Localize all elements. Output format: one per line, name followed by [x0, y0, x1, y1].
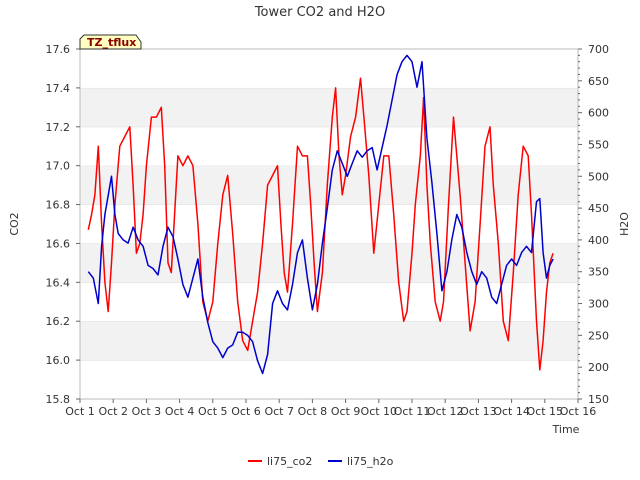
y-right-tick-label: 200 [588, 361, 609, 374]
plot-frame [79, 48, 579, 400]
y-right-tick-label: 500 [588, 170, 609, 183]
series-line-li75_h2o [87, 54, 554, 375]
y-left-tick-label: 16.6 [46, 237, 71, 250]
y-right-tick-label: 450 [588, 202, 609, 215]
x-axis: Oct 1 Oct 2 Oct 3 Oct 4 Oct 5 Oct 6 Oct 7 Oct 8… [65, 399, 596, 418]
y-right-tick-label: 350 [588, 266, 609, 279]
x-tick-label: Oct 5 [198, 405, 228, 418]
series-line-li75_co2 [87, 77, 554, 371]
grid-band [80, 321, 578, 361]
x-tick-label: Oct 12 [427, 405, 464, 418]
site-tag: TZ_tflux [79, 34, 142, 50]
x-tick-label: Oct 10 [361, 405, 398, 418]
y-axis-right: 150 200 250 300 350 400 450 500 550 600 650 700 [578, 43, 609, 406]
grid-band [80, 204, 578, 244]
y-right-tick-label: 650 [588, 75, 609, 88]
y-right-tick-label: 550 [588, 138, 609, 151]
x-axis-label: Time [552, 423, 580, 436]
grid-band [80, 360, 578, 399]
y-right-tick-label: 700 [588, 43, 609, 56]
grid-band [80, 49, 578, 88]
y-right-tick-label: 150 [588, 393, 609, 406]
x-tick-label: Oct 14 [493, 405, 530, 418]
x-tick-label: Oct 9 [331, 405, 361, 418]
site-tag-box [79, 34, 142, 50]
x-tick-label: Oct 7 [264, 405, 294, 418]
y-left-tick-label: 17.2 [46, 121, 71, 134]
legend: li75_co2 li75_h2o [248, 455, 394, 468]
legend-label-h2o: li75_h2o [347, 455, 394, 468]
y-left-tick-label: 16.2 [46, 315, 71, 328]
y-left-tick-label: 16.8 [46, 199, 71, 212]
grid-band [80, 87, 578, 127]
x-tick-label: Oct 11 [394, 405, 431, 418]
x-tick-label: Oct 13 [460, 405, 497, 418]
y-left-tick-label: 16.0 [46, 354, 71, 367]
y-left-tick-label: 17.6 [46, 43, 71, 56]
y-left-tick-label: 17.4 [46, 82, 71, 95]
x-tick-label: Oct 6 [231, 405, 261, 418]
x-tick-label: Oct 16 [560, 405, 597, 418]
y-right-tick-label: 600 [588, 107, 609, 120]
x-tick-label: Oct 15 [527, 405, 564, 418]
y-left-tick-label: 16.4 [46, 276, 71, 289]
y-right-tick-label: 300 [588, 298, 609, 311]
x-tick-label: Oct 1 [65, 405, 95, 418]
y-left-tick-label: 17.0 [46, 160, 71, 173]
x-tick-label: Oct 2 [98, 405, 128, 418]
y-left-tick-label: 15.8 [46, 393, 71, 406]
y-axis-right-label: H2O [618, 212, 631, 236]
y-axis-left-label: CO2 [8, 212, 21, 235]
y-right-tick-label: 250 [588, 329, 609, 342]
site-tag-label: TZ_tflux [87, 36, 136, 49]
y-axis-left: 15.8 16.0 16.2 16.4 16.6 16.8 17.0 17.2 17.4 17.6 [46, 43, 80, 406]
x-tick-label: Oct 8 [298, 405, 328, 418]
chart-title: Tower CO2 and H2O [254, 5, 385, 20]
series-lines [87, 54, 554, 375]
legend-label-co2: li75_co2 [267, 455, 312, 468]
plot-background-bands [80, 48, 578, 399]
x-tick-label: Oct 3 [132, 405, 162, 418]
y-right-tick-label: 400 [588, 234, 609, 247]
x-tick-label: Oct 4 [165, 405, 195, 418]
